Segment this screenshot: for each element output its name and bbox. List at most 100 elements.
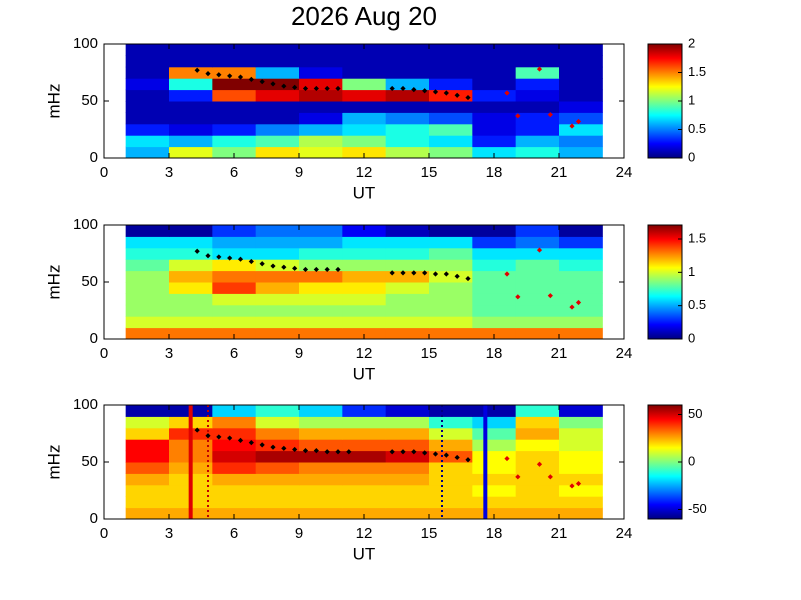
x-tick-label: 0 <box>100 525 108 542</box>
heat-cell <box>559 316 603 329</box>
heat-cell <box>299 484 343 497</box>
heat-cell <box>472 123 517 136</box>
heat-cell <box>342 450 387 463</box>
heat-cell <box>169 316 213 329</box>
trace-point <box>194 248 200 254</box>
heat-cell <box>515 101 560 113</box>
heat-cell <box>299 304 343 317</box>
heat-cell <box>342 123 387 136</box>
heat-cell <box>385 135 430 148</box>
heat-cell <box>559 225 603 237</box>
trace-point <box>536 66 543 72</box>
trace-point <box>227 435 233 441</box>
heat-cell <box>559 473 603 486</box>
colorbar <box>647 224 683 340</box>
heat-cell <box>342 316 387 329</box>
heat-cell <box>385 327 430 339</box>
y-tick-label: 100 <box>73 35 98 52</box>
heat-cell <box>342 473 387 486</box>
heat-cell <box>385 507 430 519</box>
heat-cell <box>385 101 430 113</box>
heat-cell <box>212 146 257 158</box>
heat-cell <box>169 66 213 79</box>
heat-cell <box>385 416 430 429</box>
heat-cell <box>515 112 560 125</box>
colorbar <box>647 43 683 159</box>
x-axis-label: UT <box>353 364 376 383</box>
heat-cell <box>429 247 473 260</box>
colorbar-tick-label: 1.5 <box>688 230 706 245</box>
heat-cell <box>255 316 300 329</box>
heat-cell <box>472 439 517 452</box>
heat-cell <box>385 450 430 463</box>
heat-cell <box>559 304 603 317</box>
heat-cell <box>472 507 517 519</box>
trace-point <box>443 90 449 96</box>
trace-point <box>292 446 298 453</box>
heat-cell <box>212 293 257 306</box>
heat-cell <box>559 439 603 452</box>
heat-cell <box>342 259 387 272</box>
heat-cell <box>472 316 517 329</box>
heat-cell <box>212 427 257 440</box>
heat-cell <box>255 247 300 260</box>
trace-point <box>443 271 449 277</box>
y-tick-label: 0 <box>90 510 98 527</box>
x-axis-label: UT <box>353 183 376 202</box>
x-tick-label: 6 <box>230 164 238 181</box>
x-tick-label: 12 <box>356 345 373 362</box>
heat-cell <box>169 304 213 317</box>
trace-point <box>400 449 406 455</box>
x-tick-label: 3 <box>165 525 173 542</box>
heat-cell <box>385 66 430 79</box>
heat-cell <box>299 135 343 148</box>
heat-cell <box>559 112 603 125</box>
trace-point <box>422 270 428 276</box>
heat-cell <box>429 101 473 113</box>
trace-point <box>324 85 330 92</box>
heat-cell <box>342 236 387 249</box>
heat-cell <box>472 496 517 509</box>
trace-point <box>237 74 244 80</box>
x-tick-label: 12 <box>356 525 373 542</box>
trace-point <box>237 256 244 262</box>
heat-cell <box>429 484 473 497</box>
colorbar-tick-label: 0 <box>688 453 695 468</box>
trace-point <box>465 275 471 282</box>
trace-point <box>313 448 319 454</box>
trace-point <box>313 266 319 273</box>
heat-cell <box>429 293 473 306</box>
trace-point <box>411 270 417 276</box>
heat-cell <box>515 507 560 519</box>
trace-point <box>216 72 222 78</box>
heat-cell <box>385 259 430 272</box>
heat-cell <box>385 427 430 440</box>
heat-cell <box>169 293 213 306</box>
heat-cell <box>385 44 430 56</box>
heat-cell <box>429 123 473 136</box>
heat-cell <box>342 462 387 474</box>
x-tick-label: 21 <box>551 345 568 362</box>
heat-cell <box>169 327 213 339</box>
trace-point <box>432 89 439 95</box>
heat-cell <box>515 439 560 452</box>
heat-cell <box>515 135 560 148</box>
heat-cell <box>559 293 603 306</box>
heat-cell <box>429 44 473 56</box>
heat-cell <box>385 112 430 125</box>
x-tick-label: 24 <box>616 525 633 542</box>
heat-cell <box>255 66 300 79</box>
heat-cell <box>299 316 343 329</box>
trace-point <box>270 444 276 450</box>
heat-cell <box>299 462 343 474</box>
heat-cell <box>559 450 603 463</box>
x-tick-label: 24 <box>616 164 633 181</box>
colorbar <box>647 404 683 520</box>
heat-cell <box>169 282 213 294</box>
heat-cell <box>125 44 170 56</box>
trace-point <box>302 448 309 454</box>
x-tick-label: 0 <box>100 345 108 362</box>
heat-cell <box>255 236 300 249</box>
colorbar-tick-label: 1.5 <box>688 64 706 79</box>
heat-cell <box>169 225 213 237</box>
